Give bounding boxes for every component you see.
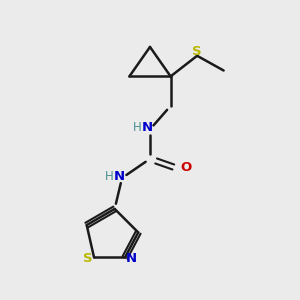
Text: S: S — [192, 45, 202, 58]
Text: H: H — [105, 170, 114, 183]
Text: S: S — [83, 252, 92, 266]
Text: N: N — [126, 252, 137, 266]
Text: N: N — [114, 170, 125, 183]
Text: N: N — [142, 122, 153, 134]
Text: O: O — [180, 161, 191, 174]
Text: H: H — [133, 122, 142, 134]
